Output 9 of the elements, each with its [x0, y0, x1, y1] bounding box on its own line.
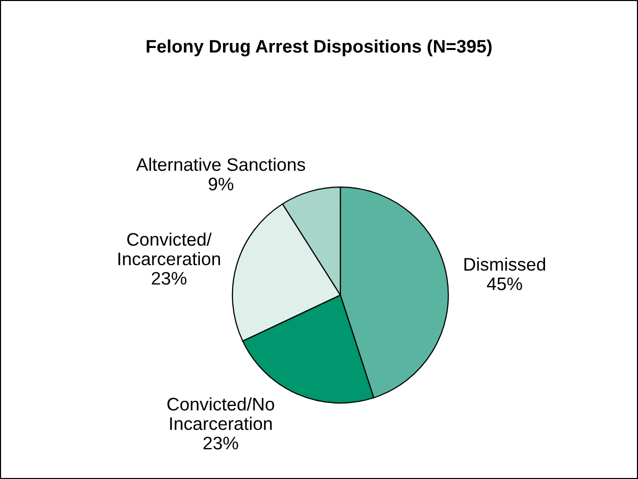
slice-label: Dismissed — [464, 258, 546, 271]
chart-title: Felony Drug Arrest Dispositions (N=395) — [146, 39, 492, 56]
data-label: 23% — [204, 436, 238, 450]
data-label: 23% — [152, 272, 186, 285]
slice-label: Convicted/ Incarceration — [118, 232, 220, 266]
slice-label: Alternative Sanctions — [136, 158, 306, 171]
data-label: 45% — [486, 278, 522, 290]
data-label: 9% — [208, 178, 234, 190]
slice-label: Convicted/No Incarceration — [167, 397, 274, 430]
